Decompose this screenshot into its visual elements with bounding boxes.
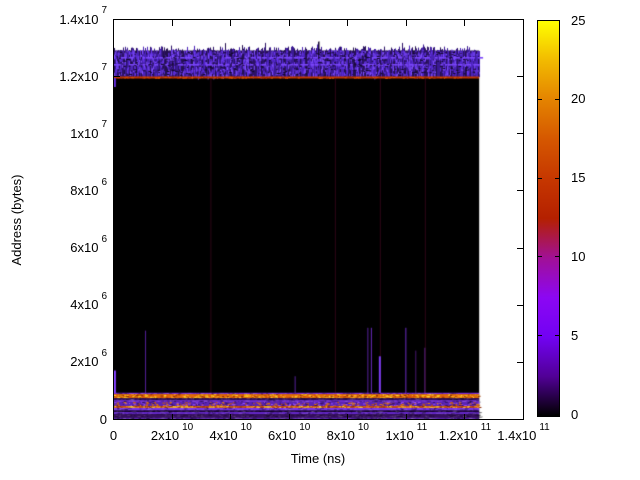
y-tick-mark [114,133,120,135]
x-tick-mark [171,414,173,420]
y-tick-label: 4x106 [70,290,107,313]
x-tick-label: 1.2x1011 [438,421,492,443]
y-tick-mark [114,304,120,306]
x-tick-mark [230,414,232,420]
x-tick-mark-top [230,20,232,26]
y-tick-mark-right [517,361,523,363]
y-tick-mark-right [517,190,523,192]
x-tick-label: 2x1010 [150,421,194,443]
x-tick-label: 1x1011 [385,421,428,443]
colorbar-tick-mark-right [555,20,559,21]
y-tick-mark-right [517,304,523,306]
y-tick-mark [114,247,120,249]
colorbar-tick-mark-right [555,414,559,415]
x-tick-mark [347,414,349,420]
y-tick-label: 8x106 [70,176,107,198]
colorbar-tick-mark-right [555,98,559,100]
colorbar-gradient [538,21,559,416]
x-tick-mark-top [113,20,114,26]
y-tick-label: 1.4x107 [59,5,107,27]
heatmap-canvas [114,20,523,419]
y-tick-mark-right [517,133,523,135]
y-tick-mark [114,361,120,363]
y-tick-mark [114,419,120,420]
x-tick-mark-top [464,20,466,26]
y-tick-mark [114,76,120,78]
x-tick-label: 1.4x1011 [497,421,550,443]
colorbar-tick-mark [538,414,542,415]
colorbar-tick-mark [538,335,542,337]
colorbar-tick-label: 25 [571,12,586,28]
x-tick-mark [405,414,407,420]
colorbar-tick-label: 5 [571,327,579,343]
x-tick-label: 6x1010 [268,421,311,443]
x-tick-label: 0 [109,428,118,443]
x-tick-mark [288,414,290,420]
colorbar-tick-mark [538,98,542,100]
y-tick-mark-right [517,419,523,420]
x-tick-mark [464,414,466,420]
y-tick-label: 1x107 [70,119,107,141]
colorbar-tick-label: 15 [571,170,586,186]
y-tick-mark [114,19,120,20]
colorbar-tick-mark [538,256,542,258]
y-tick-mark [114,190,120,192]
x-tick-mark-top [405,20,407,26]
y-tick-mark-right [517,76,523,78]
y-tick-label: 2x106 [70,348,107,370]
colorbar-tick-label: 20 [571,91,586,107]
y-tick-label: 0 [99,411,107,427]
x-tick-mark [523,414,524,420]
plot-border [113,19,524,420]
x-tick-mark-top [288,20,290,26]
colorbar-tick-mark-right [555,256,559,258]
colorbar-tick-mark-right [555,177,559,179]
x-tick-label: 4x1010 [209,421,252,443]
colorbar-tick-label: 0 [571,406,579,422]
x-tick-mark [113,414,114,420]
colorbar-tick-label: 10 [571,248,586,264]
y-tick-label: 6x106 [70,233,107,256]
colorbar [537,20,560,417]
y-tick-mark-right [517,19,523,20]
x-tick-mark-top [523,20,524,26]
y-tick-label: 1.2x107 [59,62,107,84]
y-tick-mark-right [517,247,523,249]
x-tick-label: 8x1010 [326,421,369,443]
colorbar-tick-mark [538,20,542,21]
y-axis-title: Address (bytes) [9,174,24,266]
x-tick-mark-top [171,20,173,26]
x-axis-title: Time (ns) [290,451,346,466]
x-tick-mark-top [347,20,349,26]
colorbar-tick-mark [538,177,542,179]
colorbar-tick-mark-right [555,335,559,337]
